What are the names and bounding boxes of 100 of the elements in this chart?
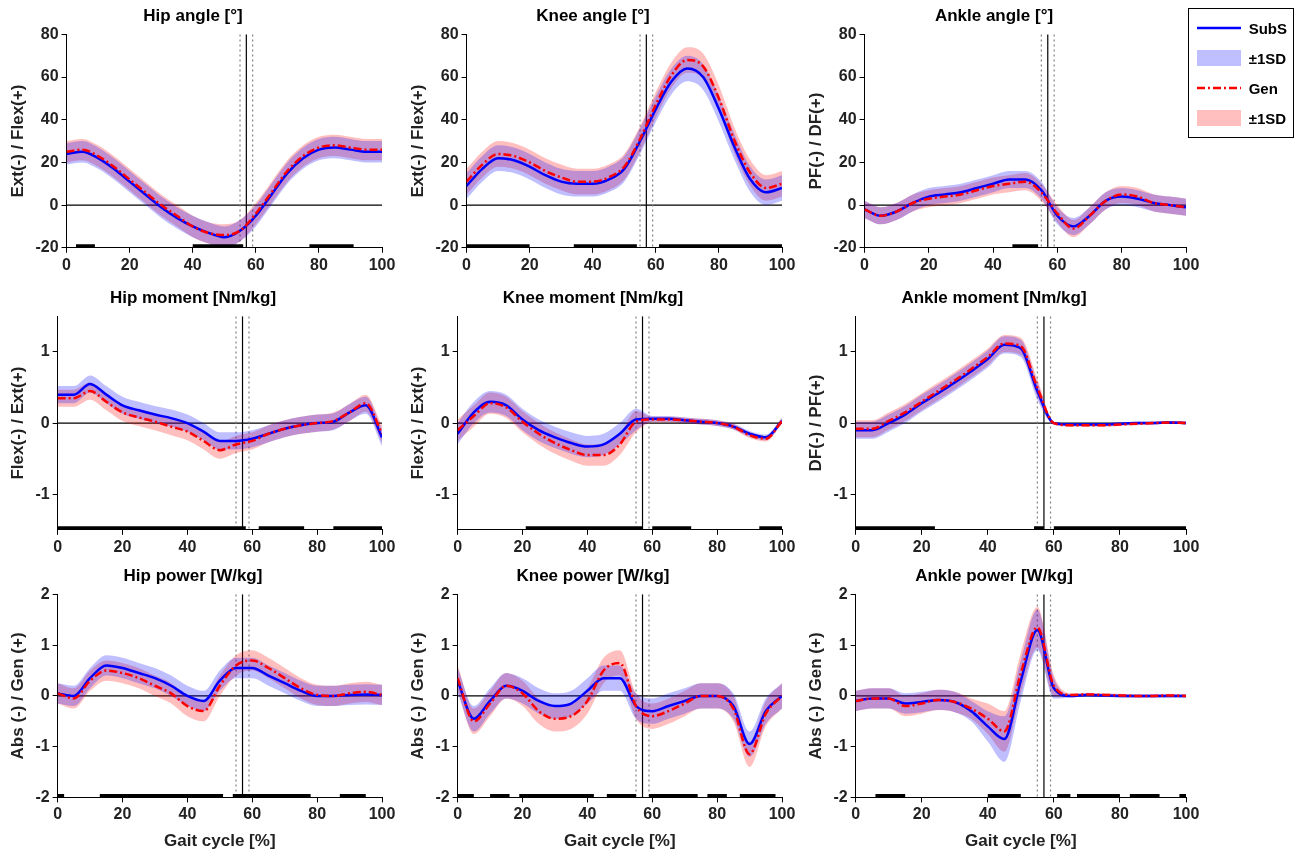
y-axis-title: Abs (-) / Gen (+) xyxy=(407,632,427,760)
x-tick-label: 0 xyxy=(62,255,72,273)
y-axis-title: DF(-) / PF(+) xyxy=(805,374,825,472)
legend-label: SubS xyxy=(1248,19,1287,37)
x-tick-label: 40 xyxy=(183,255,202,273)
y-tick-label: -2 xyxy=(833,787,848,805)
chart-title: Ankle moment [Nm/kg] xyxy=(901,287,1087,307)
x-tick-label: 20 xyxy=(513,805,532,823)
y-tick-label: 0 xyxy=(847,195,857,213)
y-tick-label: -1 xyxy=(833,484,848,502)
x-tick-label: 0 xyxy=(462,255,472,273)
x-tick-label: 80 xyxy=(310,255,328,273)
y-tick-label: -2 xyxy=(35,787,50,805)
y-tick-label: 0 xyxy=(449,195,459,213)
text: ±1SD xyxy=(1248,109,1287,127)
y-tick-label: 60 xyxy=(40,67,59,85)
y-tick-label: 0 xyxy=(838,686,848,704)
y-axis-title: Ext(-) / Flex(+) xyxy=(7,84,27,198)
y-tick-label: 80 xyxy=(40,24,59,42)
x-tick-label: 20 xyxy=(919,255,938,273)
x-tick-label: 100 xyxy=(1172,805,1200,823)
y-tick-label: -1 xyxy=(833,737,848,755)
x-tick-label: 40 xyxy=(583,255,602,273)
chart-title: Ankle angle [°] xyxy=(934,5,1054,25)
text: ±1SD xyxy=(1248,49,1287,67)
y-tick-label: 0 xyxy=(49,195,59,213)
y-tick-label: 0 xyxy=(440,413,450,431)
x-tick-label: 100 xyxy=(1172,537,1200,555)
x-tick-label: 60 xyxy=(643,537,662,555)
x-tick-label: 60 xyxy=(1044,805,1063,823)
y-tick-label: 1 xyxy=(440,635,450,653)
x-tick-label: 80 xyxy=(308,537,327,555)
y-axis-title: PF(-) / DF(+) xyxy=(805,92,825,190)
chart-title: Hip moment [Nm/kg] xyxy=(109,287,277,307)
x-tick-label: 100 xyxy=(768,537,796,555)
y-tick-label: -1 xyxy=(35,484,50,502)
chart-title: Ankle power [W/kg] xyxy=(915,565,1073,585)
y-tick-label: 2 xyxy=(40,584,50,602)
x-tick-label: 60 xyxy=(243,805,262,823)
y-tick-label: 20 xyxy=(440,152,459,170)
y-tick-label: 60 xyxy=(440,67,459,85)
x-tick-label: 40 xyxy=(578,805,597,823)
x-tick-label: 60 xyxy=(643,805,662,823)
x-tick-label: 80 xyxy=(1112,255,1131,273)
y-tick-label: 2 xyxy=(440,584,450,602)
y-tick-label: 80 xyxy=(440,24,459,42)
x-tick-label: 60 xyxy=(1048,255,1067,273)
y-tick-label: -20 xyxy=(35,238,59,256)
y-tick-label: 60 xyxy=(838,67,857,85)
y-tick-label: 1 xyxy=(838,635,848,653)
y-tick-label: -20 xyxy=(435,238,459,256)
y-tick-label: 20 xyxy=(838,152,857,170)
x-tick-label: 20 xyxy=(120,255,139,273)
x-axis-title: Gait cycle [%] xyxy=(564,831,676,851)
legend-label: Gen xyxy=(1248,79,1278,97)
x-tick-label: 40 xyxy=(178,537,197,555)
x-tick-label: 100 xyxy=(368,537,396,555)
x-tick-label: 100 xyxy=(1172,255,1200,273)
x-tick-label: 20 xyxy=(912,537,931,555)
y-tick-label: 80 xyxy=(838,24,857,42)
y-axis-title: Abs (-) / Gen (+) xyxy=(805,632,825,760)
y-tick-label: -1 xyxy=(435,484,450,502)
y-tick-label: 2 xyxy=(838,584,848,602)
x-tick-label: 60 xyxy=(646,255,665,273)
x-tick-label: 100 xyxy=(768,805,796,823)
x-tick-label: 40 xyxy=(978,537,997,555)
y-tick-label: 40 xyxy=(40,110,59,128)
x-tick-label: 60 xyxy=(246,255,265,273)
x-tick-label: 40 xyxy=(984,255,1003,273)
chart-title: Knee power [W/kg] xyxy=(516,565,670,585)
y-tick-label: 1 xyxy=(40,635,50,653)
x-axis-title: Gait cycle [%] xyxy=(965,831,1077,851)
x-tick-label: 80 xyxy=(708,537,727,555)
x-tick-label: 60 xyxy=(1044,537,1063,555)
x-tick-label: 80 xyxy=(1111,537,1129,555)
x-tick-label: 20 xyxy=(520,255,539,273)
y-axis-title: Flex(-) / Ext(+) xyxy=(7,366,27,480)
y-tick-label: 0 xyxy=(40,686,50,704)
x-tick-label: 0 xyxy=(860,255,870,273)
x-tick-label: 100 xyxy=(768,255,796,273)
x-tick-label: 80 xyxy=(308,805,327,823)
x-tick-label: 40 xyxy=(578,537,597,555)
x-tick-label: 100 xyxy=(368,255,396,273)
chart-title: Knee moment [Nm/kg] xyxy=(502,287,684,307)
x-tick-label: 20 xyxy=(113,805,132,823)
x-tick-label: 80 xyxy=(708,805,727,823)
y-tick-label: 0 xyxy=(40,413,50,431)
x-tick-label: 20 xyxy=(113,537,132,555)
y-axis-title: Abs (-) / Gen (+) xyxy=(7,632,27,760)
y-tick-label: -2 xyxy=(435,787,450,805)
y-tick-label: 1 xyxy=(40,342,50,360)
y-tick-label: -1 xyxy=(35,737,50,755)
y-axis-title: Flex(-) / Ext(+) xyxy=(407,366,427,480)
y-tick-label: 0 xyxy=(440,686,450,704)
x-tick-label: 80 xyxy=(1111,805,1129,823)
chart-title: Knee angle [°] xyxy=(536,5,650,25)
x-tick-label: 40 xyxy=(178,805,197,823)
y-tick-label: 40 xyxy=(838,110,857,128)
x-tick-label: 20 xyxy=(912,805,931,823)
x-tick-label: 80 xyxy=(710,255,728,273)
